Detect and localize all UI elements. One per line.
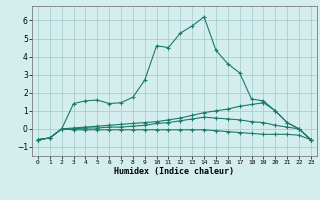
X-axis label: Humidex (Indice chaleur): Humidex (Indice chaleur) xyxy=(115,167,234,176)
